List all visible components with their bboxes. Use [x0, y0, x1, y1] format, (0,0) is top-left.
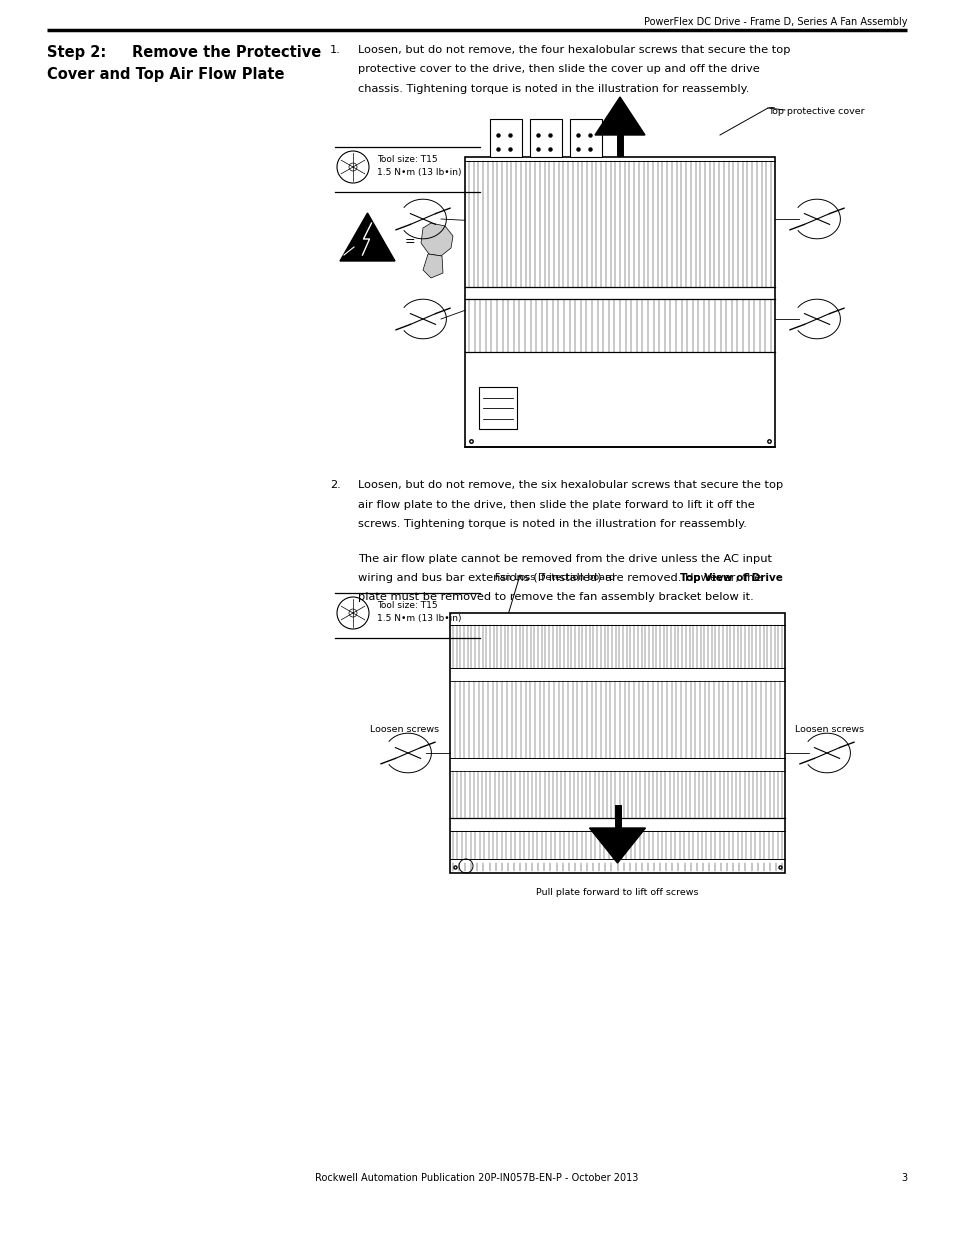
Bar: [464, 157, 774, 447]
Text: 1.: 1.: [330, 44, 340, 56]
Text: screws. Tightening torque is noted in the illustration for reassembly.: screws. Tightening torque is noted in th…: [357, 519, 746, 529]
Text: =: =: [405, 236, 416, 248]
Text: Cover and Top Air Flow Plate: Cover and Top Air Flow Plate: [47, 67, 284, 82]
Polygon shape: [595, 98, 644, 135]
Text: Top View of Drive: Top View of Drive: [679, 573, 782, 583]
Text: Remove the Protective: Remove the Protective: [132, 44, 321, 61]
Text: Rockwell Automation Publication 20P-IN057B-EN-P - October 2013: Rockwell Automation Publication 20P-IN05…: [315, 1173, 638, 1183]
Polygon shape: [339, 212, 395, 261]
Text: Step 2:: Step 2:: [47, 44, 106, 61]
Text: air flow plate to the drive, then slide the plate forward to lift it off the: air flow plate to the drive, then slide …: [357, 499, 754, 510]
Bar: [569, 119, 601, 157]
Text: Loosen screws: Loosen screws: [795, 725, 863, 734]
Polygon shape: [589, 827, 645, 863]
Text: Loosen, but do not remove, the six hexalobular screws that secure the top: Loosen, but do not remove, the six hexal…: [357, 480, 782, 490]
Polygon shape: [422, 254, 442, 278]
Text: 2.: 2.: [330, 480, 340, 490]
Text: plate must be removed to remove the fan assembly bracket below it.: plate must be removed to remove the fan …: [357, 593, 753, 603]
Bar: [490, 119, 521, 157]
Text: Pull plate forward to lift off screws: Pull plate forward to lift off screws: [536, 888, 698, 897]
Text: PowerFlex DC Drive - Frame D, Series A Fan Assembly: PowerFlex DC Drive - Frame D, Series A F…: [643, 17, 906, 27]
Text: Tool size: T15
1.5 N•m (13 lb•in): Tool size: T15 1.5 N•m (13 lb•in): [376, 601, 461, 622]
Text: Top protective cover: Top protective cover: [767, 107, 863, 116]
Text: Fan Loss Detection board: Fan Loss Detection board: [495, 573, 615, 582]
Text: 3: 3: [900, 1173, 906, 1183]
Bar: [478, 387, 517, 429]
Text: Loosen, but do not remove, the four hexalobular screws that secure the top: Loosen, but do not remove, the four hexa…: [357, 44, 790, 56]
Polygon shape: [420, 224, 453, 256]
Bar: [450, 613, 784, 873]
Text: The air flow plate cannot be removed from the drive unless the AC input: The air flow plate cannot be removed fro…: [357, 553, 771, 563]
Text: protective cover to the drive, then slide the cover up and off the drive: protective cover to the drive, then slid…: [357, 64, 759, 74]
Text: wiring and bus bar extensions (if installed) are removed. However, the: wiring and bus bar extensions (if instal…: [357, 573, 760, 583]
Text: chassis. Tightening torque is noted in the illustration for reassembly.: chassis. Tightening torque is noted in t…: [357, 84, 749, 94]
Bar: [530, 119, 561, 157]
Text: Tool size: T15
1.5 N•m (13 lb•in): Tool size: T15 1.5 N•m (13 lb•in): [376, 156, 461, 177]
Text: Loosen screws: Loosen screws: [370, 725, 439, 734]
